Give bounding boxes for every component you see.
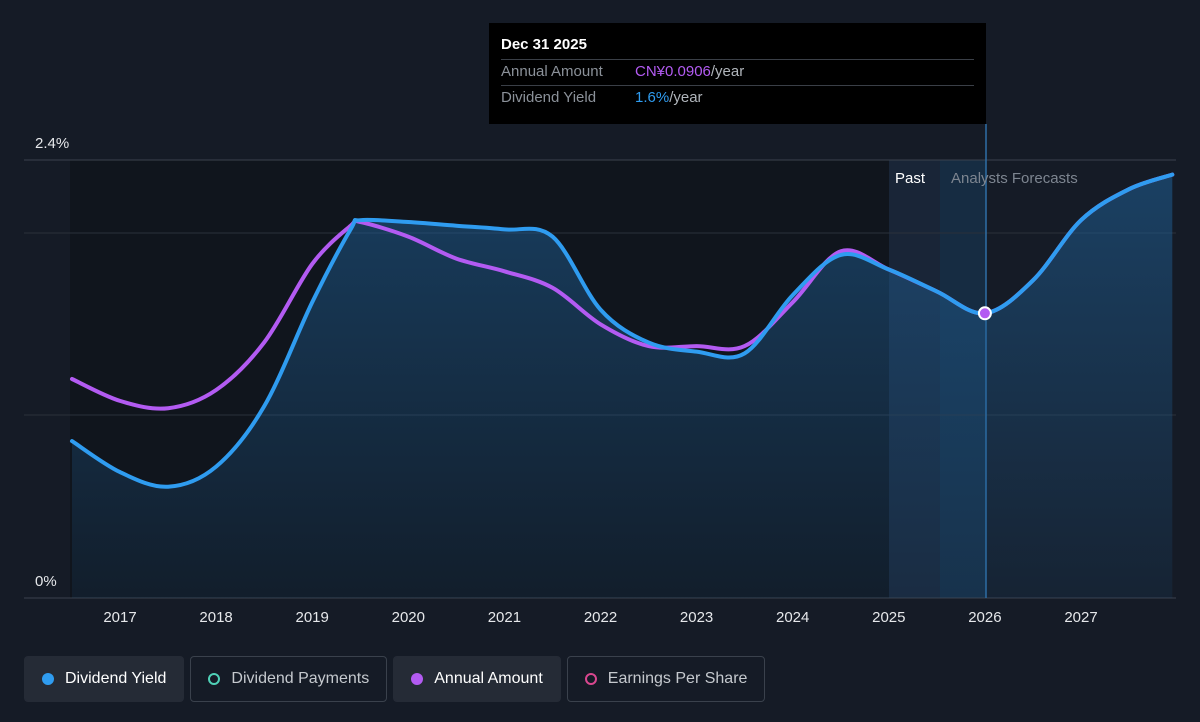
x-tick-label: 2019 [296,609,329,626]
legend-annual-amount-button[interactable]: Annual Amount [393,656,561,702]
legend: Dividend Yield Dividend Payments Annual … [24,656,766,702]
x-tick-label: 2023 [680,609,713,626]
x-tick-label: 2025 [872,609,905,626]
x-tick-label: 2021 [488,609,521,626]
tooltip-suffix: /year [710,63,745,80]
x-tick-label: 2024 [776,609,809,626]
earnings-per-share-ring-icon [584,673,597,685]
annual-amount-dot-icon [411,673,424,685]
x-tick-label: 2026 [968,609,1001,626]
x-tick-label: 2027 [1064,609,1097,626]
past-label: Past [895,170,926,187]
legend-dividend-payments-button[interactable]: Dividend Payments [190,656,388,702]
highlight-point[interactable] [977,306,992,321]
tooltip-row-annual-amount: Annual Amount CN¥0.0906 /year [501,59,974,85]
legend-label: Dividend Payments [231,670,370,687]
legend-label: Dividend Yield [65,670,167,687]
dividend-payments-ring-icon [208,673,221,685]
y-tick-label-max: 2.4% [35,135,69,152]
tooltip-label: Dividend Yield [501,89,597,106]
tooltip-row-dividend-yield: Dividend Yield 1.6% /year [501,85,974,111]
dividend-yield-dot-icon [42,673,54,685]
legend-label: Annual Amount [434,670,543,687]
x-tick-label: 2018 [199,609,232,626]
tooltip-value: 1.6% [635,89,670,106]
legend-earnings-per-share-button[interactable]: Earnings Per Share [566,656,766,702]
x-tick-label: 2020 [392,609,425,626]
dividend-yield-area [72,174,1173,598]
x-tick-label: 2022 [584,609,617,626]
tooltip-value: CN¥0.0906 [635,63,711,80]
tooltip: Dec 31 2025 Annual Amount CN¥0.0906 /yea… [489,23,986,124]
tooltip-suffix: /year [669,89,703,106]
y-tick-label-min: 0% [35,573,57,590]
tooltip-label: Annual Amount [501,63,603,80]
legend-dividend-yield-button[interactable]: Dividend Yield [24,656,185,702]
forecast-label: Analysts Forecasts [951,170,1078,187]
x-tick-label: 2017 [103,609,136,626]
tooltip-date: Dec 31 2025 [501,36,587,53]
legend-label: Earnings Per Share [607,670,748,687]
